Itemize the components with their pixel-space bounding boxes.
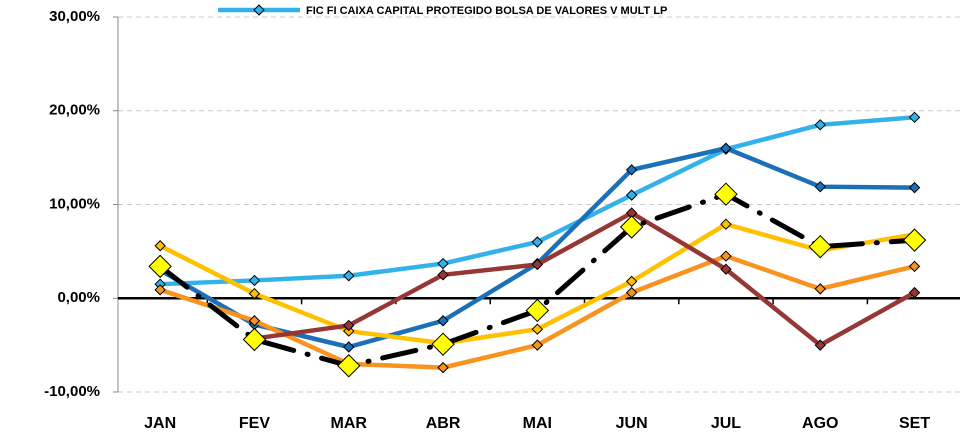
x-tick-label: FEV (239, 415, 270, 432)
marker (343, 319, 355, 332)
marker (814, 119, 826, 131)
marker (908, 286, 921, 299)
marker (720, 250, 732, 262)
marker (437, 361, 449, 374)
marker (808, 234, 832, 259)
marker (531, 258, 544, 271)
series-line (252, 210, 917, 348)
x-tick-label: JAN (144, 415, 176, 432)
legend-marker (253, 4, 265, 16)
x-tick-label: SET (899, 415, 930, 432)
marker (531, 236, 544, 248)
marker (437, 315, 449, 327)
marker (814, 283, 826, 295)
marker (625, 275, 638, 288)
marker (343, 341, 355, 353)
marker (431, 332, 455, 356)
marker (619, 215, 644, 239)
marker (531, 339, 544, 351)
x-tick-label: AGO (802, 415, 838, 432)
x-tick-label: ABR (426, 415, 461, 432)
marker (908, 260, 921, 273)
y-tick-label: 10,00% (49, 195, 100, 212)
marker (720, 263, 732, 275)
marker (437, 269, 449, 281)
marker (531, 323, 544, 335)
y-tick-label: 30,00% (49, 8, 100, 25)
marker (525, 298, 550, 323)
x-tick-label: MAI (523, 415, 552, 432)
marker (248, 315, 261, 327)
marker (154, 240, 166, 252)
marker (148, 254, 172, 279)
marker (337, 354, 361, 378)
marker (248, 274, 261, 287)
marker (714, 182, 738, 206)
marker (625, 286, 638, 299)
marker (720, 142, 732, 154)
marker (908, 111, 921, 124)
x-tick-label: JUL (711, 415, 741, 432)
marker (814, 339, 826, 351)
x-tick-label: MAR (331, 415, 368, 432)
marker (902, 228, 927, 252)
legend-label: FIC FI CAIXA CAPITAL PROTEGIDO BOLSA DE … (306, 5, 667, 17)
marker (625, 164, 638, 176)
marker (814, 180, 826, 193)
marker (248, 287, 261, 300)
marker (908, 181, 921, 194)
marker (625, 189, 638, 201)
y-tick-label: 0,00% (57, 289, 100, 306)
marker (343, 270, 355, 282)
y-tick-label: 20,00% (49, 102, 100, 119)
marker (154, 284, 166, 296)
marker (720, 218, 732, 230)
marker (437, 257, 449, 270)
marker (242, 327, 267, 352)
x-tick-label: JUN (616, 415, 648, 432)
y-tick-label: -10,00% (44, 383, 100, 400)
